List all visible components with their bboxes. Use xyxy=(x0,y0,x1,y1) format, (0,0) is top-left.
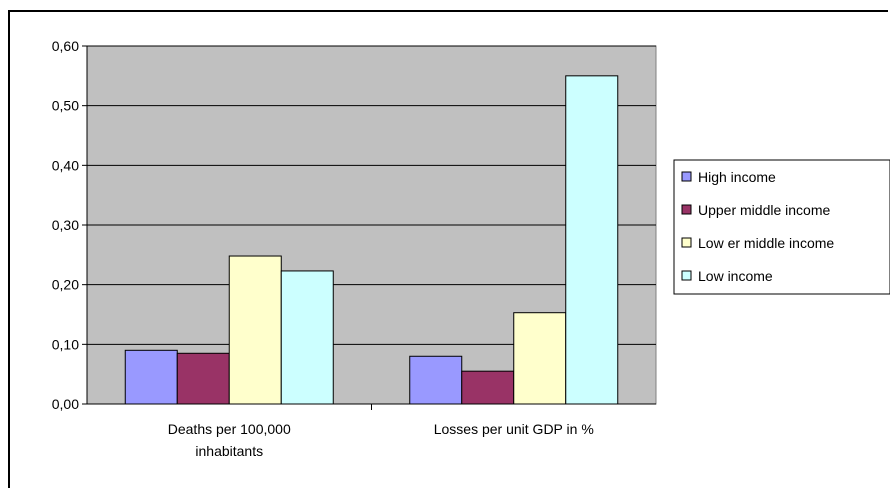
legend-swatch xyxy=(681,204,692,215)
legend-box xyxy=(673,159,890,295)
bar xyxy=(409,355,463,405)
y-tick-label: 0,60 xyxy=(52,38,79,54)
y-tick-label: 0,40 xyxy=(52,157,79,173)
y-tick-label: 0,50 xyxy=(52,98,79,114)
legend-label: High income xyxy=(698,169,776,185)
y-tick-label: 0,20 xyxy=(52,277,79,293)
legend-swatch xyxy=(681,237,692,248)
bar xyxy=(124,349,178,405)
bar xyxy=(513,312,567,405)
bar xyxy=(461,370,515,405)
legend-label: Low income xyxy=(698,268,773,284)
x-tick-label: Deaths per 100,000 inhabitants xyxy=(168,421,291,459)
bar xyxy=(228,255,282,405)
legend-swatch xyxy=(681,171,692,182)
legend-label: Low er middle income xyxy=(698,235,834,251)
y-tick-label: 0,00 xyxy=(52,396,79,412)
legend-swatch xyxy=(681,270,692,281)
legend: High income Upper middle income Low er mid… xyxy=(673,159,890,295)
bar xyxy=(176,352,230,405)
legend-label: Upper middle income xyxy=(698,202,830,218)
x-tick-label: Losses per unit GDP in % xyxy=(434,421,594,437)
plot-area: 0,00 0,10 0,20 0,30 0,40 0,50 0,60 Deaths per 1… xyxy=(52,38,657,459)
bar xyxy=(280,270,334,405)
y-tick-label: 0,30 xyxy=(52,217,79,233)
y-tick-label: 0,10 xyxy=(52,336,79,352)
bar xyxy=(565,75,619,405)
chart-frame xyxy=(8,10,888,488)
